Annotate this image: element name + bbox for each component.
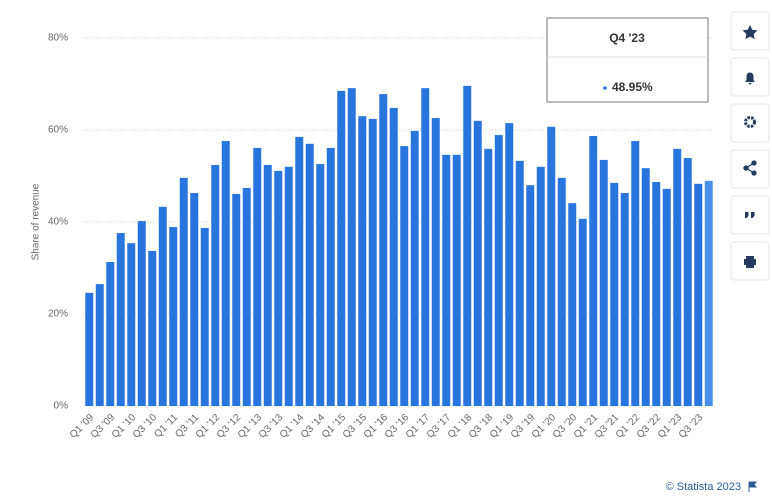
bar <box>662 188 671 406</box>
bar <box>137 221 146 406</box>
bar <box>200 227 209 406</box>
bar <box>494 135 503 406</box>
y-tick-label: 20% <box>48 309 68 320</box>
bar <box>85 292 94 406</box>
bar <box>190 193 199 406</box>
bar <box>515 160 524 406</box>
bar <box>652 181 661 406</box>
bar <box>127 243 136 406</box>
flag-icon[interactable] <box>748 481 758 492</box>
bar <box>221 141 230 407</box>
bar <box>704 180 713 406</box>
bar <box>305 143 314 407</box>
bar <box>557 177 566 406</box>
bar <box>599 159 608 406</box>
bar <box>368 118 377 407</box>
bar <box>578 218 587 406</box>
cite-button[interactable] <box>730 195 770 235</box>
bar <box>463 85 472 406</box>
bar <box>400 146 409 406</box>
bar <box>379 94 388 407</box>
bar <box>631 141 640 407</box>
bar <box>284 166 293 406</box>
sidebar <box>730 11 770 281</box>
bell-icon <box>745 72 755 85</box>
tooltip-box <box>546 17 709 103</box>
bar <box>526 185 535 406</box>
bar <box>610 182 619 406</box>
bar <box>536 166 545 406</box>
bar <box>263 164 272 406</box>
bar <box>589 135 598 407</box>
bar <box>421 88 430 406</box>
bar <box>211 164 220 406</box>
settings-button[interactable] <box>730 103 770 143</box>
bar <box>148 250 157 406</box>
bar <box>242 187 251 406</box>
bar <box>106 262 115 406</box>
bar <box>620 193 629 406</box>
bar <box>169 227 178 406</box>
bar <box>347 88 356 406</box>
bar <box>326 147 335 406</box>
bar <box>547 126 556 406</box>
star-icon <box>742 25 758 40</box>
bar <box>179 177 188 406</box>
bar <box>274 170 283 406</box>
bar <box>158 206 167 406</box>
bar <box>389 107 398 407</box>
quote-icon <box>745 212 755 218</box>
share-icon <box>743 160 757 176</box>
gear-icon <box>744 116 756 128</box>
bar <box>473 120 482 407</box>
footer[interactable]: © Statista 2023 <box>666 481 741 493</box>
tooltip-dot <box>603 86 607 90</box>
bar <box>337 90 346 407</box>
x-tick-label: Q3 '23 <box>677 412 706 441</box>
bar <box>295 136 304 406</box>
bar <box>694 183 703 406</box>
bar <box>683 158 692 406</box>
share-button[interactable] <box>730 149 770 189</box>
bar <box>484 148 493 407</box>
bar <box>232 193 241 406</box>
tooltip-value: 48.95% <box>612 80 653 94</box>
bar <box>95 284 104 406</box>
bar <box>673 148 682 407</box>
y-tick-label: 80% <box>48 33 68 44</box>
bar <box>505 123 514 406</box>
y-axis-label: Share of revenue <box>31 183 42 260</box>
y-tick-label: 40% <box>48 217 68 228</box>
bar <box>410 130 419 407</box>
bar <box>316 164 325 406</box>
bar <box>253 147 262 406</box>
tooltip-category: Q4 '23 <box>609 31 645 45</box>
bar <box>452 154 461 406</box>
y-tick-label: 60% <box>48 125 68 136</box>
bar <box>641 168 650 406</box>
y-tick-label: 0% <box>54 401 69 412</box>
tooltip: Q4 '23 48.95% <box>546 17 709 103</box>
bar <box>442 154 451 406</box>
print-icon <box>744 256 756 268</box>
bar <box>568 203 577 406</box>
bar <box>116 233 125 406</box>
bar <box>358 116 367 406</box>
bar <box>431 118 440 406</box>
